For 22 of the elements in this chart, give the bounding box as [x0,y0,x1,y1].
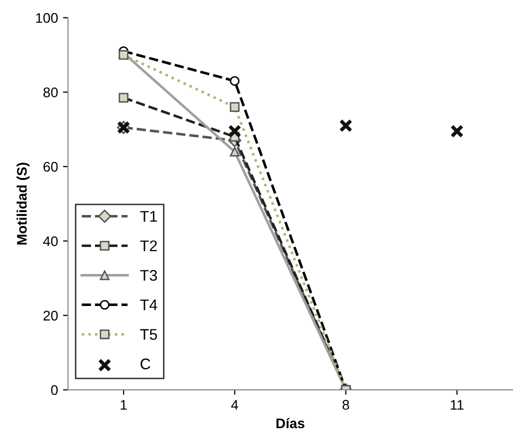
y-tick-label: 0 [51,385,58,396]
legend-label: C [140,358,150,370]
legend-label: T5 [140,329,157,340]
legend-label: T2 [140,240,157,252]
point [228,124,242,138]
legend-label: T1 [140,211,157,222]
legend-label: T3 [140,270,157,281]
x-tick-label: 4 [231,400,238,410]
y-tick-label: 100 [36,13,58,23]
point [230,76,240,86]
y-tick-label: 60 [44,162,58,172]
x-axis-title: Días [276,418,304,428]
y-tick-label: 40 [43,236,58,246]
x-tick-label: 8 [342,400,350,410]
y-axis-title: Motilidad (S) [16,162,30,245]
x-tick-label: 11 [450,400,464,410]
point [339,118,352,132]
point [450,124,464,138]
legend-label: T4 [140,300,158,310]
y-tick-label: 20 [44,310,58,321]
x-tick-label: 1 [120,400,127,410]
y-tick-label: 80 [43,87,58,98]
